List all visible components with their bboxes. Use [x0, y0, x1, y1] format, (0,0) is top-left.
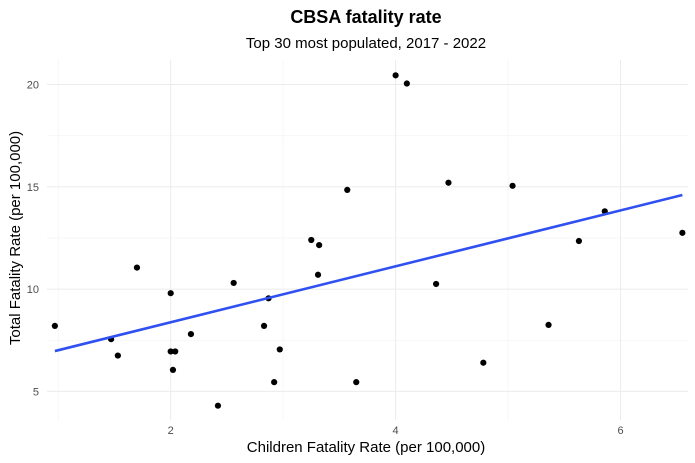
data-point: [167, 348, 174, 355]
data-point: [260, 322, 268, 330]
data-point: [480, 359, 487, 366]
chart-subtitle: Top 30 most populated, 2017 - 2022: [246, 35, 486, 52]
x-tick-label: 4: [393, 425, 399, 437]
data-point: [316, 242, 323, 249]
data-point: [432, 280, 440, 288]
data-point: [575, 237, 583, 245]
data-point: [353, 379, 360, 386]
trend-line: [54, 193, 683, 353]
major-gridlines: [47, 60, 688, 420]
minor-gridlines: [47, 60, 688, 420]
x-axis-title: Children Fatality Rate (per 100,000): [247, 439, 485, 456]
data-point: [314, 271, 322, 278]
y-tick-label: 15: [27, 182, 39, 194]
data-point: [167, 290, 174, 297]
data-point: [271, 379, 278, 386]
data-point: [403, 80, 410, 87]
data-point: [276, 346, 283, 353]
data-point: [545, 321, 552, 328]
y-tick-label: 10: [27, 284, 39, 296]
data-point: [169, 366, 177, 373]
data-point: [509, 182, 516, 189]
data-points: [51, 72, 686, 409]
y-axis-ticks: 5 10 15 20: [27, 80, 39, 399]
x-tick-label: 6: [617, 425, 623, 437]
data-point: [172, 348, 179, 355]
data-point: [679, 229, 686, 236]
data-point: [230, 279, 237, 287]
y-tick-label: 20: [27, 80, 39, 92]
data-point: [214, 402, 222, 409]
data-point: [51, 322, 58, 330]
data-point: [133, 264, 141, 271]
data-point: [187, 330, 195, 338]
x-tick-label: 2: [168, 425, 174, 437]
y-tick-label: 5: [33, 386, 39, 398]
chart-title: CBSA fatality rate: [290, 7, 441, 27]
y-axis-title: Total Fatality Rate (per 100,000): [7, 131, 24, 345]
x-axis-ticks: 2 4 6: [168, 425, 624, 437]
data-point: [392, 72, 399, 79]
data-point: [114, 352, 121, 359]
data-point: [308, 236, 315, 244]
data-point: [344, 186, 351, 193]
data-point: [445, 179, 452, 186]
